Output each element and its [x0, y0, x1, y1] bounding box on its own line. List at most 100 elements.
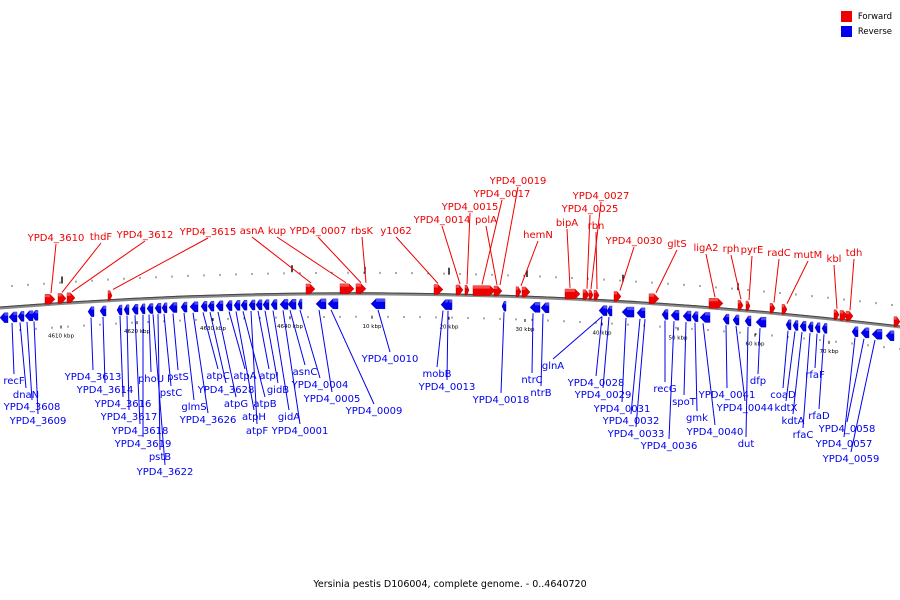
reverse-gene-label-ypd4-3628: YPD4_3628: [197, 385, 255, 396]
forward-gene-highlight: [583, 289, 586, 293]
forward-gene-highlight: [58, 293, 62, 297]
reverse-gene-highlight: [244, 300, 247, 304]
reverse-gene-highlight: [284, 299, 288, 303]
reverse-gene-highlight: [695, 311, 698, 315]
reverse-gene-highlight: [150, 303, 153, 307]
forward-gene-highlight: [746, 301, 748, 305]
reverse-leader-line: [299, 309, 321, 379]
reverse-leader-line: [595, 316, 603, 377]
reverse-gene-highlight: [788, 319, 791, 323]
scale-label: 4640 kbp: [277, 324, 303, 330]
forward-gene-label-hemn: hemN: [523, 230, 553, 241]
forward-gene-highlight: [494, 286, 498, 290]
reverse-leader-line: [289, 310, 306, 366]
reverse-gene-highlight: [252, 299, 255, 303]
reverse-gene-highlight: [164, 302, 167, 306]
forward-gene-label-rbsk: rbsK: [351, 226, 374, 237]
reverse-gene-label-phou: phoU: [138, 374, 164, 385]
forward-gene-highlight: [565, 289, 575, 293]
reverse-gene-highlight: [204, 301, 207, 305]
forward-gene-label-ypd4-0025: YPD4_0025: [561, 204, 619, 215]
forward-gene-highlight: [456, 284, 460, 288]
reverse-leader-line: [163, 313, 172, 387]
forward-gene-highlight: [45, 294, 50, 298]
reverse-gene-highlight: [627, 307, 634, 311]
reverse-gene-label-recg: recG: [653, 384, 676, 395]
reverse-gene-label-ypd4-3608: YPD4_3608: [3, 402, 61, 413]
forward-leader-line: [251, 236, 312, 284]
scale-label: 10 kbp: [363, 324, 382, 330]
reverse-leader-line: [621, 317, 627, 403]
reverse-gene-label-ypd4-0001: YPD4_0001: [271, 426, 329, 437]
forward-gene-highlight: [594, 290, 597, 294]
forward-gene-highlight: [522, 287, 526, 291]
reverse-gene-highlight: [795, 320, 798, 324]
reverse-leader-line: [802, 332, 811, 429]
reverse-gene-highlight: [705, 312, 710, 316]
reverse-gene-highlight: [229, 300, 232, 304]
reverse-leader-line: [745, 327, 749, 438]
forward-gene-label-kbl: kbl: [827, 254, 842, 265]
forward-leader-line: [441, 225, 461, 285]
reverse-leader-line: [683, 321, 687, 396]
forward-gene-label-radc: radC: [767, 248, 791, 259]
forward-gene-label-pyre: pyrE: [741, 245, 764, 256]
legend: Forward Reverse: [840, 10, 892, 40]
forward-gene-highlight: [340, 283, 349, 287]
reverse-leader-line: [602, 316, 610, 389]
reverse-gene-label-ypd4-3613: YPD4_3613: [64, 372, 122, 383]
reverse-leader-line: [242, 311, 266, 398]
reverse-leader-line: [102, 316, 106, 384]
reverse-gene-label-ypd4-0032: YPD4_0032: [602, 416, 660, 427]
forward-leader-line: [655, 249, 678, 294]
reverse-gene-label-ntrb: ntrB: [530, 388, 551, 399]
reverse-leader-line: [725, 325, 728, 389]
forward-gene-highlight: [434, 284, 439, 288]
reverse-gene-label-mobb: mobB: [422, 369, 451, 380]
reverse-gene-label-ypd4-0018: YPD4_0018: [472, 395, 530, 406]
reverse-gene-label-ypd4-0033: YPD4_0033: [607, 429, 665, 440]
forward-gene-label-pola: polA: [475, 215, 497, 226]
reverse-leader-line: [792, 332, 803, 415]
forward-gene-label-asna: asnA: [240, 226, 265, 237]
reverse-gene-label-rfad: rfaD: [808, 411, 830, 422]
forward-gene-label-ypd4-3615: YPD4_3615: [179, 227, 237, 238]
genome-backbone: [0, 292, 900, 329]
reverse-gene-label-ypd4-0029: YPD4_0029: [574, 390, 632, 401]
reverse-leader-line: [282, 310, 301, 425]
reverse-gene-label-ypd4-0010: YPD4_0010: [361, 354, 419, 365]
forward-leader-line: [833, 264, 838, 309]
forward-gene-label-liga2: ligA2: [693, 243, 718, 254]
reverse-leader-line: [90, 317, 94, 371]
reverse-gene-label-atpi: atpI: [259, 371, 278, 382]
reverse-leader-line: [531, 313, 534, 374]
reverse-gene-label-pstb: pstB: [149, 452, 171, 463]
reverse-leader-line: [846, 338, 865, 423]
forward-gene-highlight: [589, 289, 591, 293]
reverse-gene-label-ypd4-0057: YPD4_0057: [815, 439, 873, 450]
reverse-gene-highlight: [219, 300, 223, 304]
legend-forward: Forward: [840, 10, 892, 23]
reverse-gene-label-gmk: gmk: [686, 413, 708, 424]
reverse-gene-highlight: [211, 301, 214, 305]
reverse-leader-line: [250, 310, 258, 425]
forward-leader-line: [520, 240, 539, 286]
reverse-gene-highlight: [274, 299, 277, 303]
forward-gene-highlight: [840, 310, 844, 314]
forward-gene-highlight: [738, 300, 741, 304]
reverse-gene-highlight: [173, 302, 177, 306]
forward-gene-highlight: [894, 316, 897, 320]
reverse-leader-line: [19, 322, 27, 389]
scale-label: 40 kbp: [593, 331, 612, 337]
reverse-leader-line: [157, 314, 161, 451]
scale-label: 70 kbp: [820, 349, 839, 355]
reverse-gene-label-recf: recF: [3, 376, 25, 387]
forward-leader-line: [317, 236, 362, 284]
reverse-gene-label-spot: spoT: [672, 397, 697, 408]
forward-gene-label-mutm: mutM: [794, 250, 823, 261]
reverse-gene-label-ypd4-3619: YPD4_3619: [114, 439, 172, 450]
forward-gene-highlight: [614, 291, 618, 295]
reverse-leader-line: [782, 330, 789, 389]
reverse-gene-label-atpg: atpG: [224, 399, 248, 410]
legend-forward-label: Forward: [857, 11, 892, 22]
